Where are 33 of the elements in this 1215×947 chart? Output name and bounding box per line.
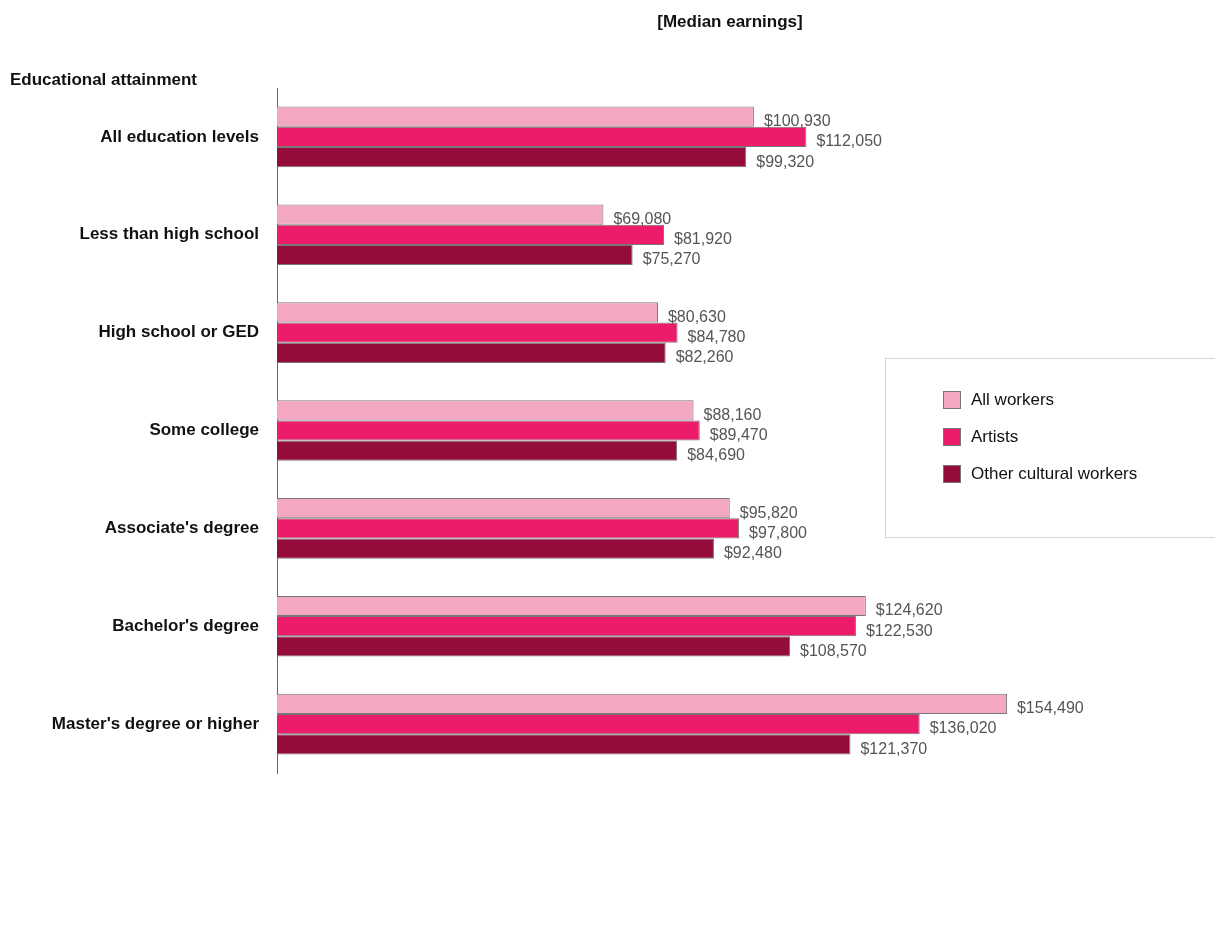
data-label: $95,820 xyxy=(739,503,798,521)
y-tick-label: Associate's degree xyxy=(104,518,259,538)
y-tick-label: Master's degree or higher xyxy=(51,713,260,733)
y-axis-title: Educational attainment xyxy=(10,70,198,90)
data-label: $99,320 xyxy=(756,152,815,170)
data-label: $81,920 xyxy=(674,230,733,248)
y-tick-label: Bachelor's degree xyxy=(112,615,259,635)
data-label: $100,930 xyxy=(763,112,831,130)
legend-label: Artists xyxy=(971,427,1019,447)
data-label: $108,570 xyxy=(799,641,867,659)
data-label: $84,780 xyxy=(687,328,746,346)
data-label: $97,800 xyxy=(749,523,808,541)
data-label: $82,260 xyxy=(675,348,734,366)
data-label: $92,480 xyxy=(723,543,782,561)
data-label: $112,050 xyxy=(816,132,883,150)
data-label: $122,530 xyxy=(865,621,933,639)
chart-title: [Median earnings] xyxy=(656,12,804,32)
y-tick-label: High school or GED xyxy=(98,322,259,342)
data-label: $88,160 xyxy=(703,405,762,423)
data-label: $75,270 xyxy=(642,250,701,268)
data-label: $80,630 xyxy=(667,307,726,325)
data-label: $69,080 xyxy=(613,209,672,227)
data-label: $124,620 xyxy=(875,601,943,619)
data-label: $136,020 xyxy=(929,719,997,737)
data-label: $154,490 xyxy=(1016,699,1084,717)
legend-label: All workers xyxy=(971,390,1055,410)
y-tick-label: Some college xyxy=(149,420,259,440)
data-label: $84,690 xyxy=(687,446,746,464)
data-label: $89,470 xyxy=(709,425,768,443)
y-tick-label: All education levels xyxy=(100,126,259,146)
data-label: $121,370 xyxy=(860,739,928,757)
legend-label: Other cultural workers xyxy=(971,464,1138,484)
y-tick-label: Less than high school xyxy=(79,224,259,244)
